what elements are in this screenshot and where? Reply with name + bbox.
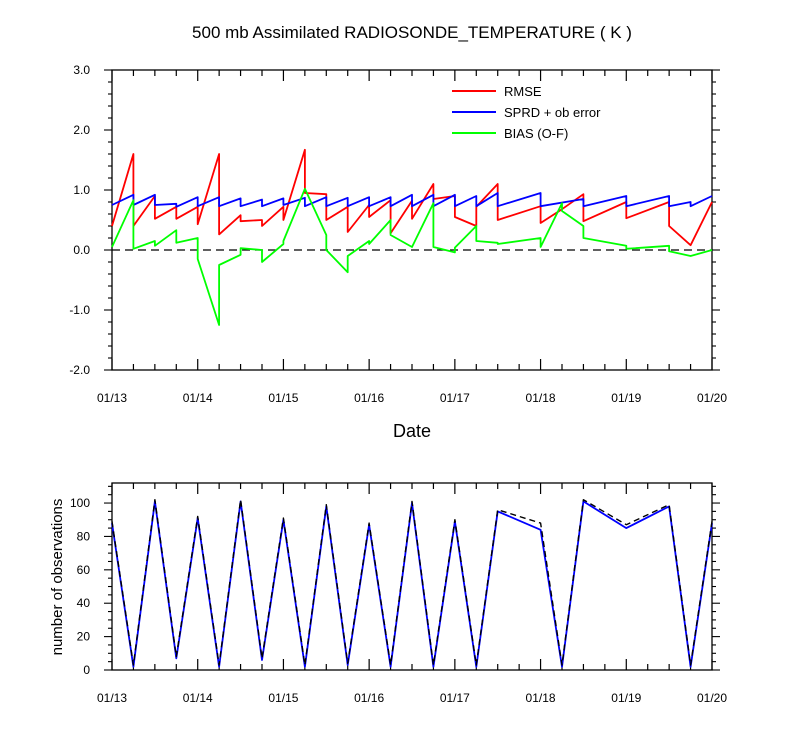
legend-label: SPRD + ob error [504, 105, 601, 120]
legend-label: RMSE [504, 84, 542, 99]
y-tick-label: 1.0 [73, 183, 90, 197]
top-series-group [111, 148, 713, 326]
y-tick-label: 40 [77, 596, 91, 610]
y-tick-label: -1.0 [69, 303, 90, 317]
observations-series-line [111, 500, 713, 668]
x-tick-label: 01/14 [183, 391, 213, 405]
y-tick-label: 20 [77, 630, 91, 644]
y-axis-title-observations: number of observations [49, 499, 66, 656]
bottom-axis-ticks [104, 483, 720, 671]
x-tick-label: 01/15 [268, 391, 298, 405]
x-tick-label: 01/13 [97, 391, 127, 405]
x-tick-label: 01/17 [440, 691, 470, 705]
y-tick-label: 3.0 [73, 63, 90, 77]
x-tick-label: 01/14 [183, 691, 213, 705]
y-tick-label: 2.0 [73, 123, 90, 137]
bottom-y-tick-labels: 0 20 40 60 80 100 [70, 496, 90, 677]
legend: RMSE SPRD + ob error BIAS (O-F) [452, 84, 601, 141]
bottom-x-tick-labels: 01/13 01/14 01/15 01/16 01/17 01/18 01/19 01/20 [97, 691, 727, 705]
x-tick-label: 01/19 [611, 391, 641, 405]
bottom-plot-frame [111, 482, 713, 671]
x-tick-label: 01/15 [268, 691, 298, 705]
x-tick-label: 01/18 [526, 691, 556, 705]
top-y-tick-labels: -2.0 -1.0 0.0 1.0 2.0 3.0 [69, 63, 90, 377]
y-tick-label: 60 [77, 563, 91, 577]
x-tick-label: 01/17 [440, 391, 470, 405]
y-tick-label: 100 [70, 496, 90, 510]
x-axis-title: Date [393, 421, 431, 441]
x-tick-label: 01/18 [526, 391, 556, 405]
y-tick-label: -2.0 [69, 363, 90, 377]
x-tick-label: 01/20 [697, 691, 727, 705]
x-tick-label: 01/16 [354, 391, 384, 405]
x-tick-label: 01/19 [611, 691, 641, 705]
y-tick-label: 80 [77, 529, 91, 543]
y-tick-label: 0.0 [73, 243, 90, 257]
bottom-series-group [111, 499, 713, 668]
top-x-tick-labels: 01/13 01/14 01/15 01/16 01/17 01/18 01/19 01/20 [97, 391, 727, 405]
sprd-ob-error-series-line [111, 192, 713, 208]
x-tick-label: 01/13 [97, 691, 127, 705]
top-axis-ticks [104, 69, 720, 371]
chart-title: 500 mb Assimilated RADIOSONDE_TEMPERATUR… [192, 23, 632, 42]
legend-label: BIAS (O-F) [504, 126, 568, 141]
rmse-series-line [111, 148, 713, 247]
observations-series-line [111, 499, 713, 666]
x-tick-label: 01/16 [354, 691, 384, 705]
y-tick-label: 0 [83, 663, 90, 677]
top-chart: 500 mb Assimilated RADIOSONDE_TEMPERATUR… [69, 23, 727, 441]
bias-o-f-series-line [111, 187, 713, 326]
top-plot-frame [111, 69, 713, 371]
x-tick-label: 01/20 [697, 391, 727, 405]
